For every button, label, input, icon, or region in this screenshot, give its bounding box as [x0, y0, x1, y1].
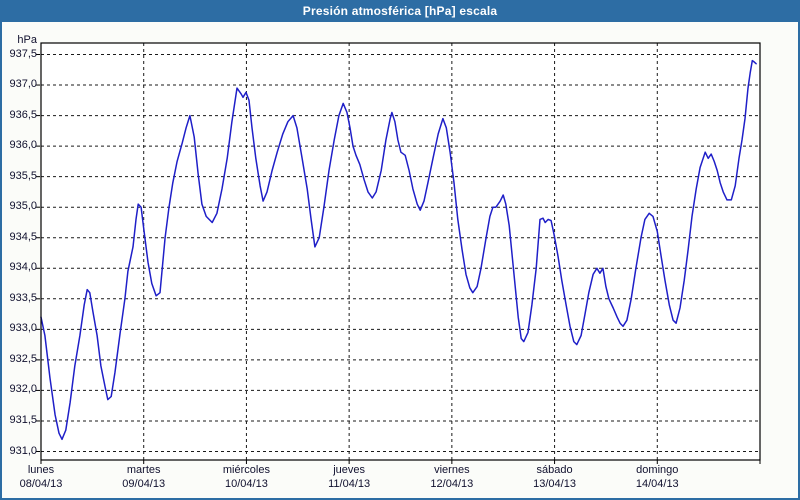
- y-axis-label: 933,5: [9, 291, 37, 304]
- y-axis-label: 936,0: [9, 139, 37, 152]
- pressure-chart-svg: [36, 42, 761, 464]
- x-axis-day-label: sábado 13/04/13: [500, 463, 610, 491]
- plot-area: [41, 43, 760, 460]
- y-axis-label: 932,5: [9, 352, 37, 365]
- x-axis-day-date: 12/04/13: [430, 478, 474, 490]
- x-axis-day-label: domingo 14/04/13: [602, 463, 712, 491]
- x-axis-day-name: martes: [126, 464, 161, 476]
- x-axis-day-name: domingo: [636, 464, 679, 476]
- x-axis-day-label: jueves 11/04/13: [294, 463, 404, 491]
- x-axis-day-date: 14/04/13: [635, 478, 679, 490]
- x-axis-day-date: 10/04/13: [225, 478, 268, 490]
- y-axis-label: 937,0: [9, 78, 37, 91]
- y-axis-label: 937,5: [9, 47, 37, 60]
- x-axis-day-name: viernes: [434, 464, 470, 476]
- y-axis-label: 934,5: [9, 230, 37, 243]
- y-axis-label: 933,0: [9, 322, 37, 335]
- x-axis-day-date: 08/04/13: [19, 478, 63, 490]
- x-axis-day-label: miércoles 10/04/13: [191, 463, 301, 491]
- plot-border: [40, 42, 761, 461]
- y-axis-label: 936,5: [9, 108, 37, 121]
- y-axis-unit-label: hPa: [17, 34, 37, 46]
- x-axis-day-label: martes 09/04/13: [89, 463, 199, 491]
- y-axis-label: 934,0: [9, 261, 37, 274]
- x-axis-day-label: lunes 08/04/13: [2, 463, 96, 491]
- x-axis-day-label: viernes 12/04/13: [397, 463, 507, 491]
- x-axis-day-name: miércoles: [222, 464, 270, 476]
- pressure-line-series: [40, 59, 757, 441]
- y-axis-label: 935,5: [9, 169, 37, 182]
- chart-title: Presión atmosférica [hPa] escala: [302, 4, 498, 18]
- x-axis-day-date: 11/04/13: [328, 478, 371, 490]
- x-axis-day-name: jueves: [333, 464, 366, 476]
- x-axis-day-name: lunes: [27, 464, 55, 476]
- y-axis-label: 935,0: [9, 200, 37, 213]
- window-titlebar: Presión atmosférica [hPa] escala: [2, 0, 798, 22]
- y-axis-label: 931,0: [9, 444, 37, 457]
- y-axis-label: 932,0: [9, 383, 37, 396]
- x-axis-day-date: 09/04/13: [122, 478, 166, 490]
- x-axis-day-name: sábado: [536, 464, 573, 476]
- chart-area: hPa 937,5 937,0 936,5 936,0 935,5 935,0 934,5 9…: [2, 22, 798, 498]
- y-axis-label: 931,5: [9, 413, 37, 426]
- x-axis-day-date: 13/04/13: [533, 478, 576, 490]
